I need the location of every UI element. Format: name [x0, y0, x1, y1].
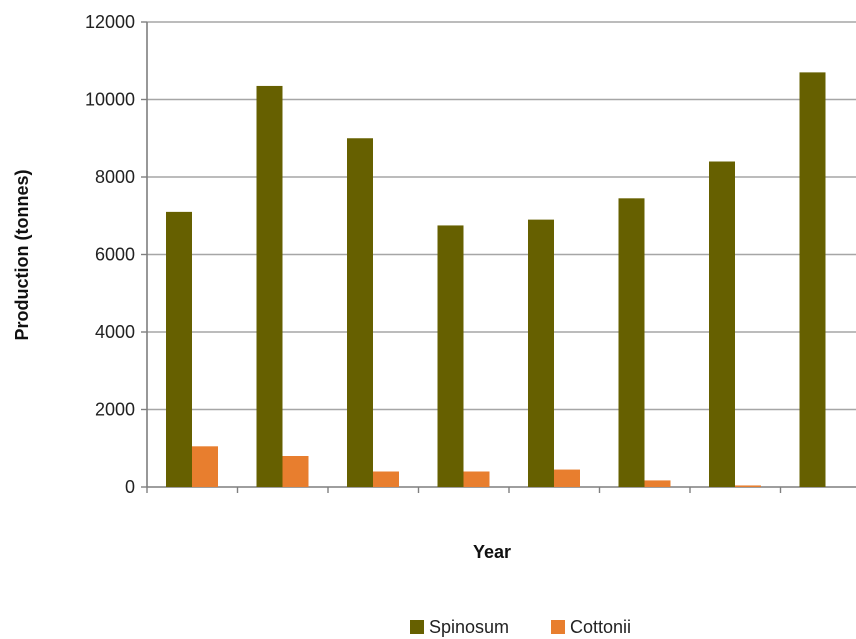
bar-cottonii: [373, 471, 399, 487]
grid: [147, 21, 856, 411]
legend-swatch-cottonii: [551, 620, 565, 634]
x-axis-title: Year: [473, 542, 511, 562]
legend-label-cottonii: Cottonii: [570, 617, 631, 637]
axis-labels: 0 2000 4000 6000 8000 10000 12000: [85, 12, 135, 497]
bar-cottonii: [192, 446, 218, 487]
bar-spinosum: [799, 72, 826, 487]
y-tick-label: 8000: [95, 167, 135, 187]
y-axis-title: Production (tonnes): [12, 170, 32, 341]
y-tick-label: 6000: [95, 245, 135, 265]
bar-spinosum: [709, 161, 735, 487]
bar-spinosum: [347, 138, 373, 487]
y-tick-label: 10000: [85, 90, 135, 110]
legend: Spinosum Cottonii: [410, 617, 631, 637]
legend-label-spinosum: Spinosum: [429, 617, 509, 637]
bar-cottonii: [554, 469, 580, 487]
bar-cottonii: [735, 485, 761, 487]
bars: [166, 72, 826, 487]
bar-cottonii: [282, 456, 309, 487]
y-tick-label: 2000: [95, 400, 135, 420]
bar-spinosum: [528, 219, 554, 487]
y-tick-label: 12000: [85, 12, 135, 32]
bar-spinosum: [437, 225, 464, 487]
bar-cottonii: [463, 471, 490, 487]
bar-cottonii: [644, 480, 671, 487]
legend-swatch-spinosum: [410, 620, 424, 634]
bar-spinosum: [166, 211, 192, 487]
bar-spinosum: [256, 85, 283, 487]
y-tick-label: 0: [125, 477, 135, 497]
bar-spinosum: [618, 198, 645, 487]
axes: [141, 21, 856, 493]
y-tick-label: 4000: [95, 322, 135, 342]
